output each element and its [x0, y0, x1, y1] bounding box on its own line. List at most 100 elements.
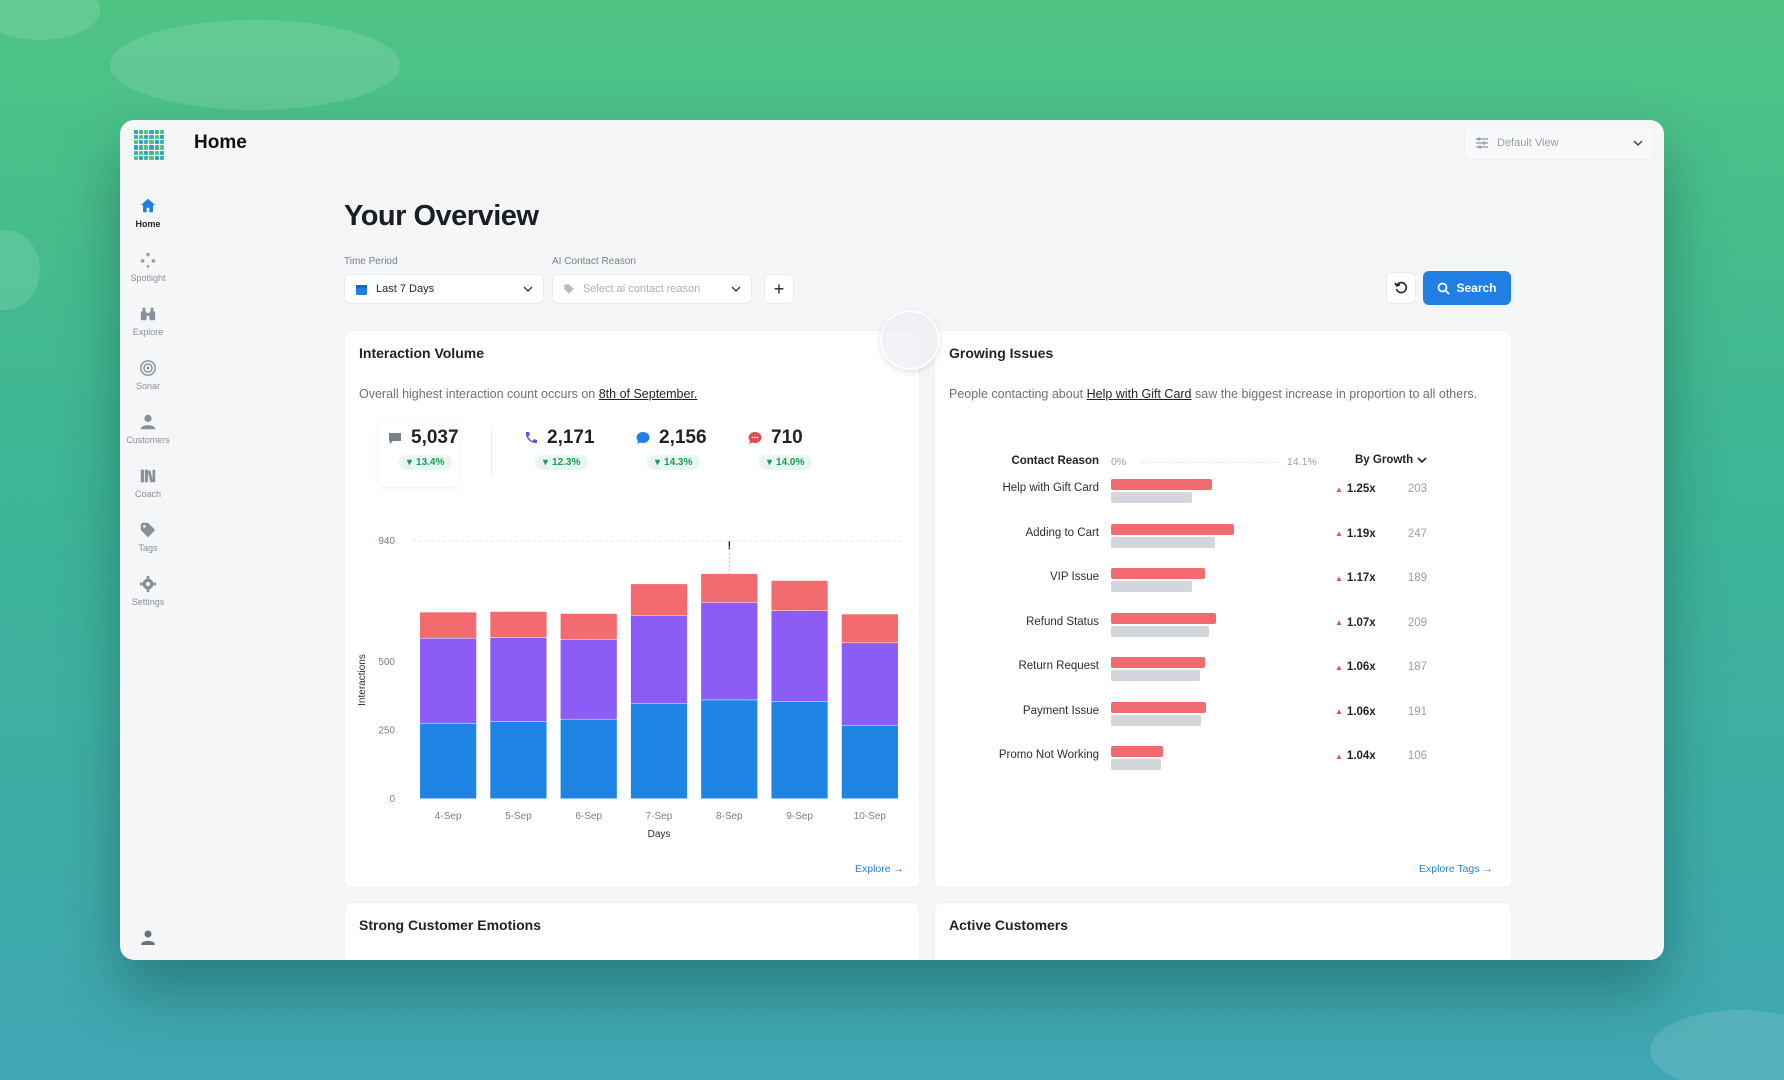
sidebar-item-tags[interactable]: Tags — [120, 510, 176, 564]
search-button[interactable]: Search — [1423, 271, 1511, 305]
kpi-total[interactable]: 5,037 ▾ 13.4% — [387, 427, 477, 481]
logo-cell — [144, 130, 149, 135]
logo-cell — [144, 150, 149, 155]
app-window: Home Spotlight Explore Sonar Customers C… — [120, 120, 1664, 960]
triangle-down-icon: ▾ — [407, 457, 413, 468]
sidebar-item-sonar[interactable]: Sonar — [120, 348, 176, 402]
explore-tags-link[interactable]: Explore Tags → — [1419, 863, 1493, 875]
sidebar-item-label: Tags — [138, 543, 158, 553]
growth-value: ▲ 1.07x — [1335, 617, 1376, 629]
peak-marker-label: ! — [727, 540, 731, 552]
card-description: People contacting about Help with Gift C… — [949, 385, 1489, 403]
background-blob — [0, 0, 100, 40]
issue-label: Help with Gift Card — [1002, 482, 1099, 494]
sidebar-item-spotlight[interactable]: Spotlight — [120, 240, 176, 294]
sidebar-item-label: Home — [135, 219, 161, 229]
logo-cell — [149, 140, 154, 145]
calendar-icon — [356, 284, 367, 295]
growing-issues-card: Growing Issues People contacting about H… — [934, 330, 1512, 888]
logo-cell — [149, 145, 154, 150]
growth-multiplier: 1.06x — [1346, 661, 1376, 673]
top-header: Home Default View — [176, 120, 1664, 166]
x-tick-label: 10-Sep — [854, 811, 887, 822]
x-tick-label: 6-Sep — [575, 811, 602, 822]
growth-value: ▲ 1.17x — [1335, 572, 1376, 584]
user-profile-icon[interactable] — [138, 928, 158, 948]
triangle-down-icon: ▾ — [543, 457, 549, 468]
logo-cell — [134, 145, 139, 150]
bar-segment — [560, 639, 617, 719]
explore-tags-label: Explore Tags — [1419, 863, 1480, 875]
logo-cell — [139, 145, 144, 150]
triangle-up-icon: ▲ — [1335, 484, 1343, 494]
logo-cell — [154, 150, 159, 155]
bar-segment — [490, 611, 547, 638]
issue-count: 187 — [1407, 661, 1427, 673]
issue-count: 189 — [1407, 572, 1427, 584]
time-period-label: Time Period — [344, 256, 398, 267]
kpi-phone[interactable]: 2,171 ▾ 12.3% — [523, 427, 613, 481]
sidebar-item-explore[interactable]: Explore — [120, 294, 176, 348]
sidebar-item-label: Explore — [132, 327, 164, 337]
issue-label: Return Request — [1018, 660, 1099, 672]
view-select[interactable]: Default View — [1464, 126, 1654, 160]
issue-label: Promo Not Working — [998, 749, 1099, 761]
explore-link-label: Explore — [855, 863, 891, 875]
spotlight-icon — [140, 252, 156, 268]
sidebar: Home Spotlight Explore Sonar Customers C… — [120, 120, 176, 960]
bar-segment — [630, 615, 688, 703]
add-filter-button[interactable]: + — [764, 274, 794, 304]
page-title: Home — [194, 132, 247, 153]
phone-icon — [525, 432, 537, 444]
description-text: People contacting about — [949, 387, 1087, 401]
bar-segment — [841, 725, 898, 799]
bar-segment — [490, 637, 547, 722]
plus-icon: + — [773, 278, 785, 299]
logo-cell — [134, 150, 139, 155]
arrow-right-icon: → — [893, 863, 905, 875]
message-icon — [748, 432, 762, 444]
sliders-icon — [1476, 137, 1488, 149]
bar-segment — [630, 703, 688, 799]
growth-value: ▲ 1.25x — [1335, 483, 1376, 495]
sidebar-item-settings[interactable]: Settings — [120, 564, 176, 618]
previous-period-bar — [1111, 759, 1161, 770]
sidebar-item-home[interactable]: Home — [120, 186, 176, 240]
axis-max-label: 14.1% — [1287, 456, 1317, 468]
logo-cell — [139, 135, 144, 140]
growth-value: ▲ 1.19x — [1335, 528, 1376, 540]
axis-line — [1141, 462, 1279, 463]
sort-label: By Growth — [1355, 454, 1414, 466]
bar-segment — [420, 612, 477, 638]
growth-multiplier: 1.19x — [1346, 527, 1376, 540]
logo-cell — [149, 130, 154, 135]
current-period-bar — [1111, 523, 1235, 535]
axis-min-label: 0% — [1111, 456, 1127, 468]
cursor-highlight — [880, 310, 940, 370]
kpi-message[interactable]: 710 ▾ 14.0% — [747, 427, 837, 481]
sort-by-growth-dropdown[interactable]: By Growth — [1355, 454, 1427, 466]
logo-cell — [134, 155, 139, 160]
contact-reason-select[interactable]: Select ai contact reason — [552, 274, 752, 304]
kpi-chat[interactable]: 2,156 ▾ 14.3% — [635, 427, 725, 481]
sidebar-item-coach[interactable]: Coach — [120, 456, 176, 510]
contact-reason-placeholder: Select ai contact reason — [583, 283, 701, 295]
y-tick-label: 250 — [378, 725, 395, 736]
chevron-down-icon — [523, 286, 533, 293]
logo-cell — [139, 150, 144, 155]
triangle-up-icon: ▲ — [1335, 529, 1343, 538]
time-period-select[interactable]: Last 7 Days — [344, 274, 544, 304]
app-logo[interactable] — [134, 130, 164, 160]
y-axis-label: Interactions — [357, 654, 368, 706]
books-icon — [140, 469, 156, 483]
reset-button[interactable] — [1386, 272, 1416, 304]
logo-cell — [159, 145, 164, 150]
explore-link[interactable]: Explore → — [855, 863, 904, 875]
sidebar-item-customers[interactable]: Customers — [120, 402, 176, 456]
bar-segment — [701, 573, 758, 603]
growth-value: ▲ 1.06x — [1335, 661, 1376, 673]
chevron-down-icon — [731, 286, 741, 293]
highest-date-link[interactable]: 8th of September. — [598, 387, 698, 401]
top-issue-link[interactable]: Help with Gift Card — [1086, 387, 1192, 401]
growth-multiplier: 1.17x — [1346, 572, 1376, 584]
